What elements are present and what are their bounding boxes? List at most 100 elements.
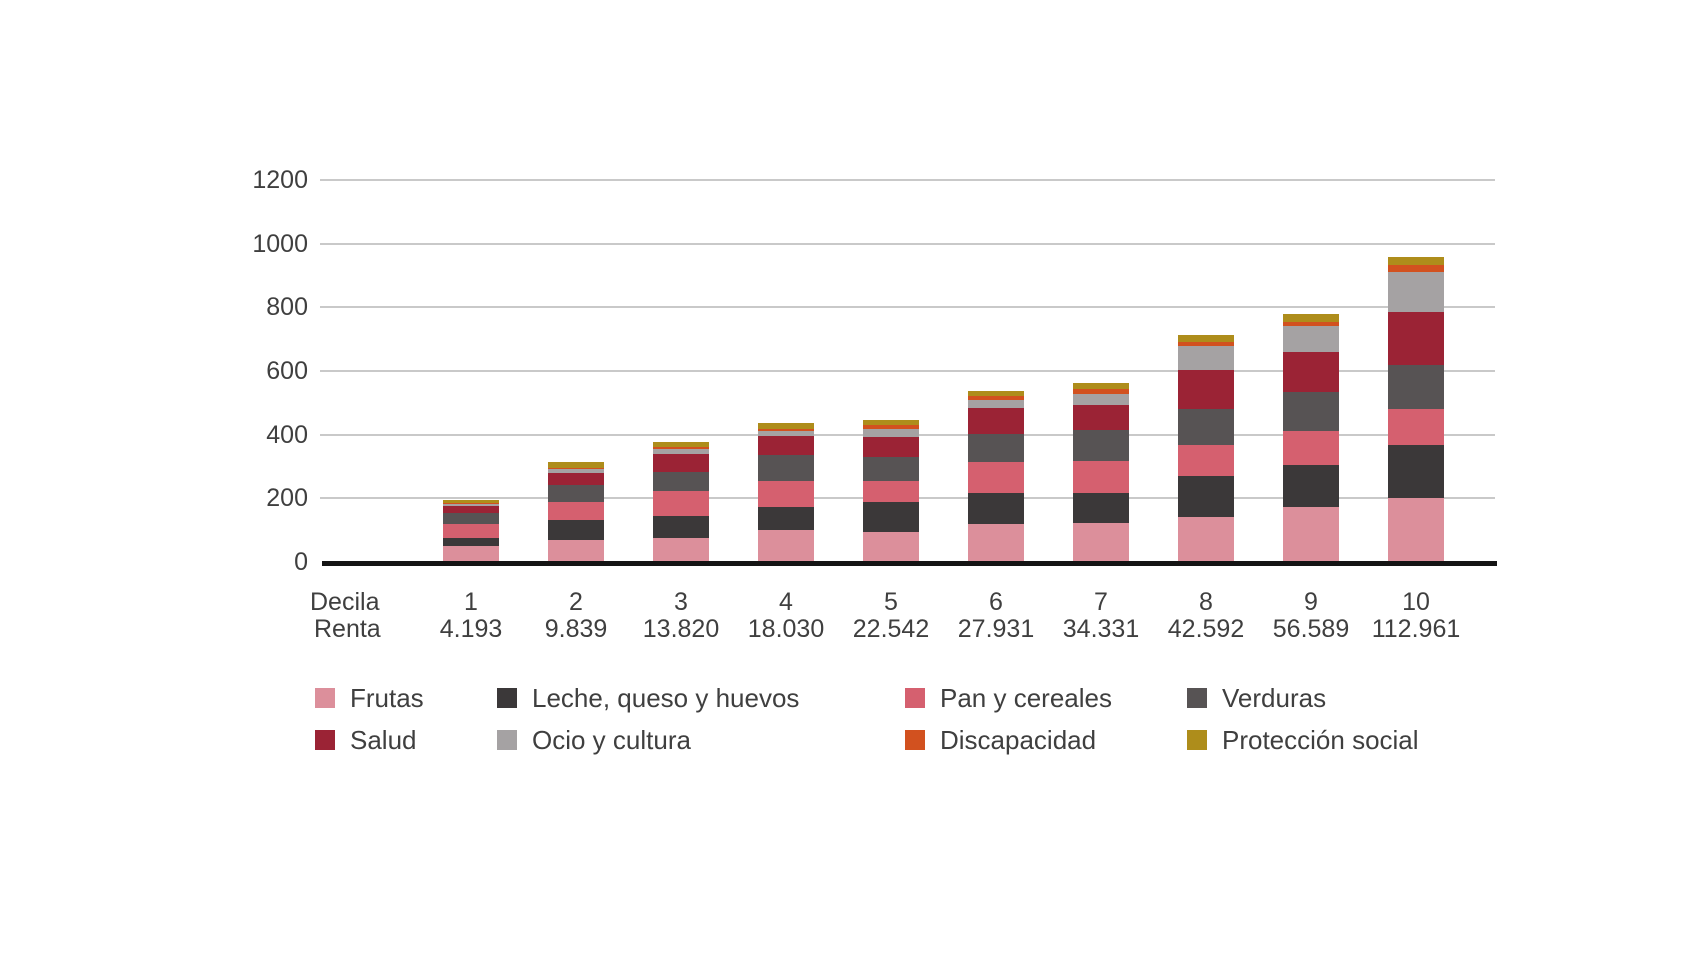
legend-label-discapacidad: Discapacidad (940, 725, 1097, 755)
bar-decile-9-segment-frutas (1283, 506, 1339, 562)
bar-decile-2-segment-discapacidad (548, 468, 604, 470)
x-axis-decile-label-7: 7 (1094, 588, 1108, 616)
bar-decile-8-segment-verduras (1178, 408, 1234, 445)
bar-decile-5-segment-discapacidad (863, 425, 919, 429)
bar-decile-10-segment-verduras (1388, 364, 1444, 410)
legend-swatch-frutas (315, 688, 335, 708)
bar-decile-2-segment-protecci-n-social (548, 462, 604, 469)
bar-decile-5-segment-leche-queso-y-huevos (863, 502, 919, 532)
bar-decile-1-segment-ocio-y-cultura (443, 504, 499, 507)
bar-decile-6-segment-protecci-n-social (968, 390, 1024, 396)
legend-swatch-ocio-y-cultura (497, 730, 517, 750)
bar-decile-7-segment-frutas (1073, 523, 1129, 562)
x-axis-renta-value-4: 18.030 (747, 615, 825, 643)
bar-decile-2-segment-verduras (548, 484, 604, 503)
bar-decile-4-segment-ocio-y-cultura (758, 430, 814, 436)
legend-swatch-leche-queso-y-huevos (497, 688, 517, 708)
y-axis-tick-label-1000: 1000 (252, 229, 308, 258)
bar-decile-10-segment-ocio-y-cultura (1388, 271, 1444, 312)
x-axis-decile-label-9: 9 (1304, 588, 1318, 616)
x-axis-decile-label-2: 2 (569, 588, 583, 616)
x-axis-row-label-renta: Renta (314, 615, 381, 643)
x-axis-decile-label-4: 4 (779, 588, 793, 616)
bar-decile-9-segment-discapacidad (1283, 321, 1339, 327)
legend-label-verduras: Verduras (1222, 683, 1327, 713)
bar-decile-9-segment-pan-y-cereales (1283, 430, 1339, 465)
bar-decile-3-segment-discapacidad (653, 447, 709, 449)
bar-decile-3-segment-verduras (653, 471, 709, 491)
bar-decile-7-segment-leche-queso-y-huevos (1073, 492, 1129, 524)
x-axis-renta-value-5: 22.542 (852, 615, 930, 643)
bar-decile-1-segment-pan-y-cereales (443, 524, 499, 539)
bar-decile-10-segment-discapacidad (1388, 264, 1444, 272)
legend-label-frutas: Frutas (350, 683, 424, 713)
bar-decile-8-segment-discapacidad (1178, 341, 1234, 346)
bar-decile-7-segment-ocio-y-cultura (1073, 393, 1129, 406)
bar-decile-2-segment-salud (548, 472, 604, 485)
bar-decile-4-segment-protecci-n-social (758, 423, 814, 429)
bar-decile-1-segment-frutas (443, 546, 499, 562)
bar-decile-10-segment-frutas (1388, 498, 1444, 562)
legend-label-protecci-n-social: Protección social (1222, 725, 1419, 755)
bar-decile-6-segment-frutas (968, 524, 1024, 562)
bar-decile-3-segment-pan-y-cereales (653, 490, 709, 517)
bar-decile-6-segment-discapacidad (968, 395, 1024, 400)
bar-decile-5-segment-salud (863, 436, 919, 458)
bar-decile-8-segment-pan-y-cereales (1178, 444, 1234, 476)
bar-decile-9-segment-ocio-y-cultura (1283, 326, 1339, 352)
bar-decile-2-segment-ocio-y-cultura (548, 469, 604, 473)
x-axis-row-label-decila: Decila (310, 588, 380, 616)
bar-decile-4-segment-salud (758, 435, 814, 455)
bar-decile-8-segment-ocio-y-cultura (1178, 345, 1234, 371)
bar-decile-9-segment-leche-queso-y-huevos (1283, 464, 1339, 507)
bar-decile-4-segment-verduras (758, 454, 814, 482)
bar-decile-5-segment-ocio-y-cultura (863, 428, 919, 437)
legend-swatch-verduras (1187, 688, 1207, 708)
x-axis-renta-value-7: 34.331 (1062, 615, 1140, 643)
y-axis-tick-label-200: 200 (266, 484, 308, 513)
bar-decile-8-segment-salud (1178, 370, 1234, 409)
bar-decile-8-segment-leche-queso-y-huevos (1178, 475, 1234, 518)
x-axis-decile-label-3: 3 (674, 588, 688, 616)
x-axis-decile-label-1: 1 (464, 588, 478, 616)
bar-decile-1-segment-verduras (443, 513, 499, 525)
bar-decile-10-segment-salud (1388, 311, 1444, 365)
bar-decile-2-segment-frutas (548, 540, 604, 562)
legend-swatch-protecci-n-social (1187, 730, 1207, 750)
bar-decile-6-segment-ocio-y-cultura (968, 399, 1024, 409)
x-axis-renta-value-6: 27.931 (957, 615, 1035, 643)
y-axis-tick-label-800: 800 (266, 293, 308, 322)
x-axis-renta-value-3: 13.820 (642, 615, 720, 643)
bar-decile-4-segment-frutas (758, 530, 814, 562)
legend-label-pan-y-cereales: Pan y cereales (940, 683, 1112, 713)
legend-label-salud: Salud (350, 725, 417, 755)
bar-decile-3-segment-frutas (653, 538, 709, 562)
legend-swatch-pan-y-cereales (905, 688, 925, 708)
bar-decile-5-segment-verduras (863, 457, 919, 482)
bar-decile-9-segment-verduras (1283, 392, 1339, 431)
gridline-1200 (320, 179, 1495, 181)
x-axis-decile-label-6: 6 (989, 588, 1003, 616)
bar-decile-4-segment-discapacidad (758, 428, 814, 431)
bar-decile-1-segment-protecci-n-social (443, 499, 499, 504)
x-axis-renta-value-8: 42.592 (1167, 615, 1245, 643)
bar-decile-5-segment-protecci-n-social (863, 420, 919, 426)
bar-decile-2-segment-leche-queso-y-huevos (548, 520, 604, 541)
legend-swatch-salud (315, 730, 335, 750)
x-axis-renta-value-9: 56.589 (1272, 615, 1350, 643)
bar-decile-7-segment-pan-y-cereales (1073, 460, 1129, 493)
bar-decile-4-segment-leche-queso-y-huevos (758, 506, 814, 531)
bar-decile-8-segment-frutas (1178, 517, 1234, 562)
bar-decile-5-segment-frutas (863, 531, 919, 562)
bar-decile-3-segment-protecci-n-social (653, 441, 709, 448)
bar-decile-6-segment-pan-y-cereales (968, 462, 1024, 493)
bar-decile-7-segment-verduras (1073, 429, 1129, 461)
bar-decile-10-segment-protecci-n-social (1388, 257, 1444, 265)
y-axis-tick-label-0: 0 (294, 548, 308, 576)
bar-decile-9-segment-salud (1283, 351, 1339, 393)
bar-decile-7-segment-salud (1073, 405, 1129, 430)
bar-decile-2-segment-pan-y-cereales (548, 502, 604, 521)
bar-decile-1-segment-leche-queso-y-huevos (443, 538, 499, 547)
y-axis-tick-label-400: 400 (266, 420, 308, 449)
y-axis-tick-label-1200: 1200 (252, 166, 308, 194)
